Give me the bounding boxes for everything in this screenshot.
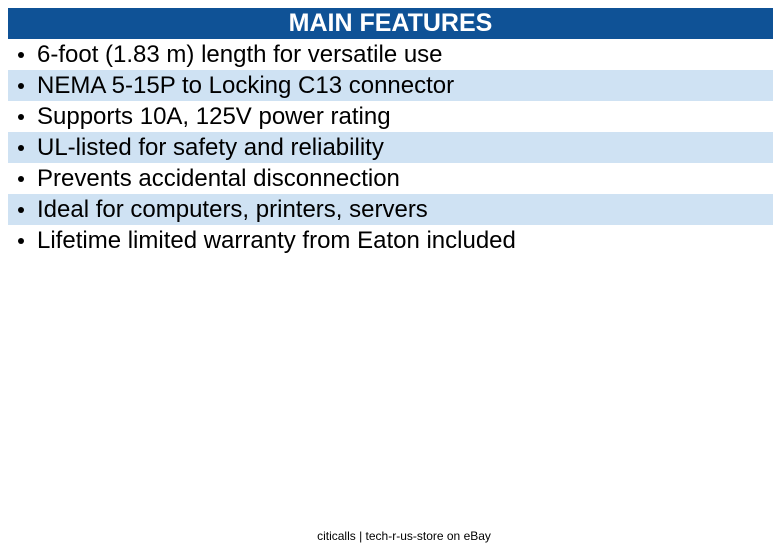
feature-row: 6-foot (1.83 m) length for versatile use [8,39,773,70]
feature-text: 6-foot (1.83 m) length for versatile use [37,41,443,68]
feature-row: Supports 10A, 125V power rating [8,101,773,132]
bullet [18,238,24,244]
feature-text: Lifetime limited warranty from Eaton inc… [37,227,516,254]
bullet [18,52,24,58]
feature-list: 6-foot (1.83 m) length for versatile use… [8,39,773,256]
feature-row: Prevents accidental disconnection [8,163,773,194]
feature-row: Ideal for computers, printers, servers [8,194,773,225]
bullet [18,176,24,182]
feature-text: Prevents accidental disconnection [37,165,400,192]
feature-text: UL-listed for safety and reliability [37,134,384,161]
bullet [18,83,24,89]
feature-text: Ideal for computers, printers, servers [37,196,428,223]
footer: citicalls | tech-r-us-store on eBay [317,529,491,543]
feature-text: Supports 10A, 125V power rating [37,103,391,130]
feature-row: Lifetime limited warranty from Eaton inc… [8,225,773,256]
feature-row: UL-listed for safety and reliability [8,132,773,163]
bullet [18,114,24,120]
bullet [18,145,24,151]
feature-text: NEMA 5-15P to Locking C13 connector [37,72,455,99]
header-title: MAIN FEATURES [8,8,773,39]
bullet [18,207,24,213]
feature-row: NEMA 5-15P to Locking C13 connector [8,70,773,101]
